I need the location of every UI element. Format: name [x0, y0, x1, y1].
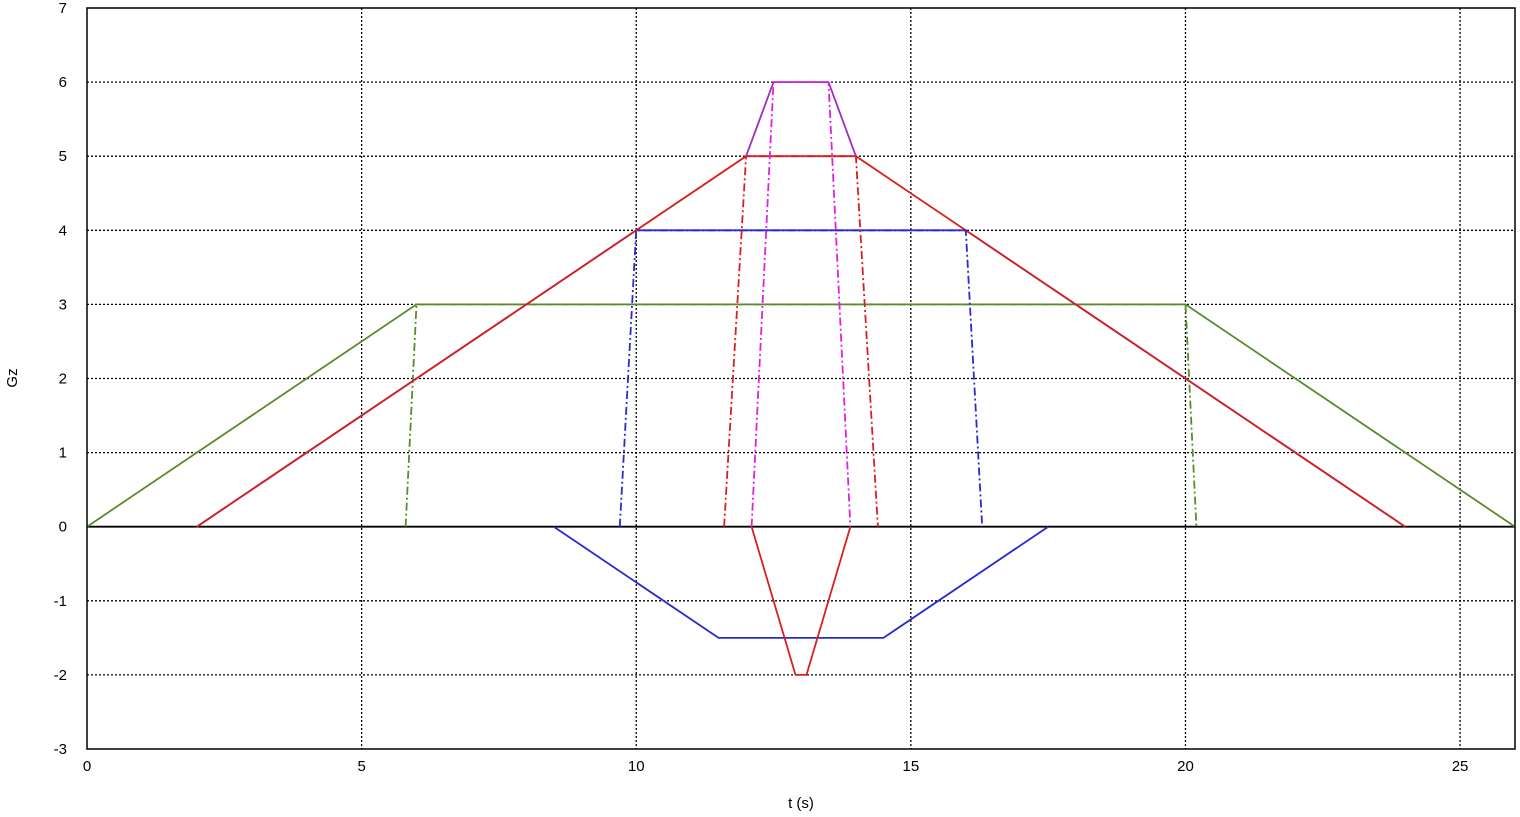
series-group: [86, 81, 1516, 676]
y-tick-label: 5: [59, 148, 67, 165]
series-line-8: [750, 81, 852, 527]
series-line-6: [723, 155, 879, 527]
y-tick-label: 4: [59, 222, 67, 239]
x-tick-label: 0: [83, 758, 91, 775]
series-line-4: [196, 155, 1406, 528]
x-tick-label: 15: [903, 758, 920, 775]
series-line-5: [618, 229, 984, 527]
y-tick-label: 2: [59, 371, 67, 388]
y-tick-label: -1: [54, 593, 67, 610]
x-tick-label: 20: [1177, 758, 1194, 775]
x-tick-label: 5: [357, 758, 365, 775]
series-line-9: [553, 525, 1049, 639]
y-axis-label: Gz: [4, 368, 21, 387]
y-tick-label: 6: [59, 74, 67, 91]
x-axis-label: t (s): [788, 795, 814, 812]
series-line-1: [86, 303, 1516, 528]
x-tick-label: 10: [628, 758, 645, 775]
y-tick-label: 7: [59, 0, 67, 17]
series-line-7: [745, 81, 857, 157]
y-tick-label: -3: [54, 741, 67, 758]
plot-frame: [86, 7, 1516, 750]
tick-labels: 0 5 10 15 20 25 -3 -2 -1 0 1 2 3 4 5 6 7: [54, 0, 1469, 775]
y-tick-label: 3: [59, 296, 67, 313]
y-tick-label: 1: [59, 445, 67, 462]
x-tick-label: 25: [1452, 758, 1469, 775]
y-tick-label: -2: [54, 667, 67, 684]
y-tick-label: 0: [59, 519, 67, 536]
series-line-2: [404, 303, 1198, 527]
series-line-10: [750, 526, 852, 676]
